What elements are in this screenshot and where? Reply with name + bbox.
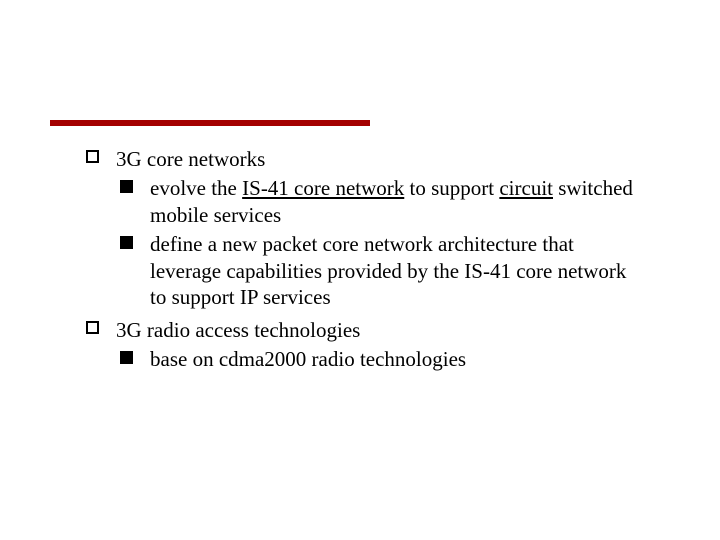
list-item: base on cdma2000 radio technologies xyxy=(120,346,646,373)
list-item: 3G radio access technologies xyxy=(86,317,646,344)
lvl2-text-mid: to support xyxy=(404,176,499,200)
slide: 3G core networks evolve the IS-41 core n… xyxy=(0,0,720,540)
content-area: 3G core networks evolve the IS-41 core n… xyxy=(86,140,646,375)
list-item: define a new packet core network archite… xyxy=(120,231,646,312)
lvl2-text-pre: define a new packet core network archite… xyxy=(150,232,626,310)
list-item: 3G core networks xyxy=(86,146,646,173)
square-solid-icon xyxy=(120,180,133,193)
lvl2-text-u1: IS-41 core network xyxy=(242,176,404,200)
list-item: evolve the IS-41 core network to support… xyxy=(120,175,646,229)
square-outline-icon xyxy=(86,321,99,334)
lvl2-text-u2: circuit xyxy=(499,176,553,200)
lvl1-label: 3G radio access technologies xyxy=(116,318,360,342)
square-solid-icon xyxy=(120,351,133,364)
lvl2-text-pre: evolve the xyxy=(150,176,242,200)
square-outline-icon xyxy=(86,150,99,163)
lvl1-label: 3G core networks xyxy=(116,147,265,171)
square-solid-icon xyxy=(120,236,133,249)
horizontal-rule xyxy=(50,120,370,126)
lvl2-text-pre: base on cdma2000 radio technologies xyxy=(150,347,466,371)
